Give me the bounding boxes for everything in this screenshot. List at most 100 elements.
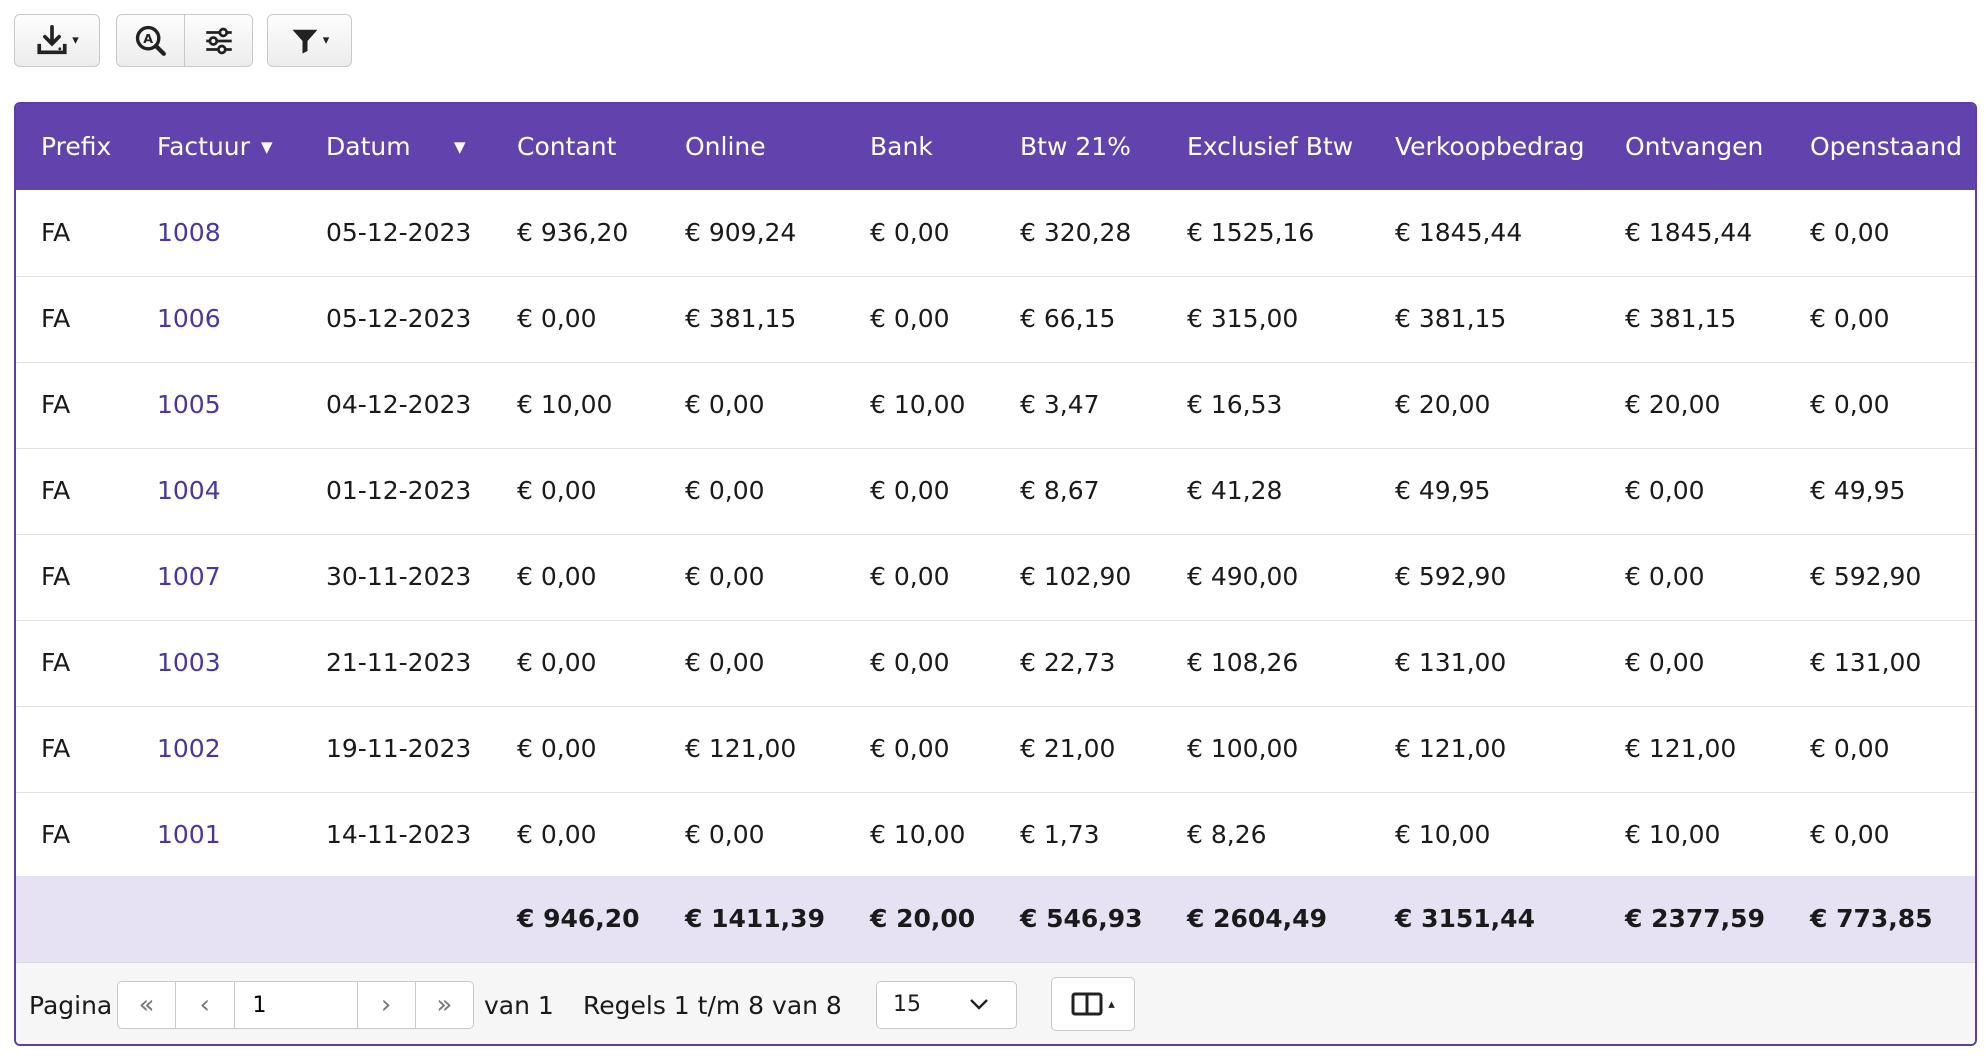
- sliders-icon: [205, 27, 232, 54]
- sort-caret-icon[interactable]: ▼: [454, 138, 466, 156]
- cell-openstaand: € 131,00: [1810, 648, 1922, 677]
- table-row[interactable]: FA 1008 05-12-2023 € 936,20 € 909,24 € 0,00 € …: [16, 190, 1975, 277]
- invoice-link[interactable]: 1007: [157, 562, 221, 591]
- records-info: Regels 1 t/m 8 van 8: [583, 991, 842, 1020]
- cell-online: € 0,00: [685, 390, 765, 419]
- zoom-button[interactable]: A: [117, 15, 184, 66]
- cell-openstaand: € 49,95: [1810, 476, 1906, 505]
- cell-verkoopbedrag: € 131,00: [1395, 648, 1507, 677]
- column-header-prefix[interactable]: Prefix: [41, 132, 112, 161]
- cell-datum: 14-11-2023: [326, 820, 472, 849]
- invoice-link[interactable]: 1003: [157, 648, 221, 677]
- cell-prefix: FA: [41, 820, 71, 849]
- total-bank: € 20,00: [870, 904, 976, 933]
- page-navigator: « ‹ › »: [117, 981, 474, 1029]
- column-settings-button[interactable]: [184, 15, 252, 66]
- cell-online: € 381,15: [685, 304, 797, 333]
- column-header-online[interactable]: Online: [685, 132, 766, 161]
- cell-btw: € 21,00: [1020, 734, 1116, 763]
- column-layout-button[interactable]: ▴: [1051, 977, 1135, 1031]
- cell-contant: € 0,00: [517, 734, 597, 763]
- cell-verkoopbedrag: € 121,00: [1395, 734, 1507, 763]
- totals-row: € 946,20 € 1411,39 € 20,00 € 546,93 € 26…: [16, 876, 1975, 962]
- page-number-input[interactable]: [234, 982, 357, 1028]
- filter-button[interactable]: ▾: [267, 14, 352, 67]
- cell-bank: € 10,00: [870, 820, 966, 849]
- cell-verkoopbedrag: € 20,00: [1395, 390, 1491, 419]
- cell-datum: 19-11-2023: [326, 734, 472, 763]
- cell-online: € 0,00: [685, 648, 765, 677]
- table-row[interactable]: FA 1001 14-11-2023 € 0,00 € 0,00 € 10,00 € 1,7…: [16, 792, 1975, 879]
- cell-contant: € 0,00: [517, 648, 597, 677]
- cell-datum: 05-12-2023: [326, 304, 472, 333]
- cell-online: € 909,24: [685, 218, 797, 247]
- cell-verkoopbedrag: € 592,90: [1395, 562, 1507, 591]
- cell-bank: € 0,00: [870, 304, 950, 333]
- cell-datum: 05-12-2023: [326, 218, 472, 247]
- invoice-link[interactable]: 1004: [157, 476, 221, 505]
- cell-ontvangen: € 10,00: [1625, 820, 1721, 849]
- cell-bank: € 0,00: [870, 476, 950, 505]
- total-contant: € 946,20: [517, 904, 640, 933]
- table-row[interactable]: FA 1003 21-11-2023 € 0,00 € 0,00 € 0,00 € 22,7…: [16, 620, 1975, 707]
- column-header-factuur[interactable]: Factuur: [157, 132, 250, 161]
- column-header-btw[interactable]: Btw 21%: [1020, 132, 1131, 161]
- cell-ontvangen: € 0,00: [1625, 562, 1705, 591]
- first-page-button[interactable]: «: [118, 982, 177, 1028]
- cell-openstaand: € 0,00: [1810, 218, 1890, 247]
- invoice-link[interactable]: 1005: [157, 390, 221, 419]
- column-header-bank[interactable]: Bank: [870, 132, 933, 161]
- cell-bank: € 0,00: [870, 218, 950, 247]
- last-page-button[interactable]: »: [414, 982, 473, 1028]
- table-row[interactable]: FA 1004 01-12-2023 € 0,00 € 0,00 € 0,00 € 8,67…: [16, 448, 1975, 535]
- pager: Pagina « ‹ › » van 1 Regels 1 t/m 8 van …: [16, 962, 1975, 1044]
- column-header-exclusief-btw[interactable]: Exclusief Btw: [1187, 132, 1354, 161]
- cell-btw: € 320,28: [1020, 218, 1132, 247]
- total-openstaand: € 773,85: [1810, 904, 1933, 933]
- invoice-link[interactable]: 1001: [157, 820, 221, 849]
- chevron-up-icon: ▴: [1108, 996, 1115, 1012]
- cell-prefix: FA: [41, 562, 71, 591]
- column-header-verkoopbedrag[interactable]: Verkoopbedrag: [1395, 132, 1585, 161]
- cell-exclusief-btw: € 8,26: [1187, 820, 1267, 849]
- invoice-link[interactable]: 1008: [157, 218, 221, 247]
- cell-prefix: FA: [41, 218, 71, 247]
- page-size-select[interactable]: 15: [876, 981, 1017, 1029]
- cell-openstaand: € 0,00: [1810, 390, 1890, 419]
- cell-btw: € 102,90: [1020, 562, 1132, 591]
- chevron-down-icon: [968, 982, 990, 1044]
- invoice-link[interactable]: 1002: [157, 734, 221, 763]
- table-row[interactable]: FA 1006 05-12-2023 € 0,00 € 381,15 € 0,00 € 66…: [16, 276, 1975, 363]
- cell-ontvangen: € 20,00: [1625, 390, 1721, 419]
- cell-openstaand: € 592,90: [1810, 562, 1922, 591]
- column-header-openstaand[interactable]: Openstaand: [1810, 132, 1962, 161]
- page-size-value: 15: [893, 992, 921, 1017]
- next-page-button[interactable]: ›: [356, 982, 415, 1028]
- cell-prefix: FA: [41, 390, 71, 419]
- export-button[interactable]: ▾: [14, 14, 100, 67]
- cell-datum: 04-12-2023: [326, 390, 472, 419]
- sort-caret-icon[interactable]: ▼: [261, 138, 273, 156]
- cell-contant: € 936,20: [517, 218, 629, 247]
- cell-ontvangen: € 0,00: [1625, 476, 1705, 505]
- cell-datum: 21-11-2023: [326, 648, 472, 677]
- cell-contant: € 0,00: [517, 304, 597, 333]
- table-row[interactable]: FA 1007 30-11-2023 € 0,00 € 0,00 € 0,00 € 102,…: [16, 534, 1975, 621]
- cell-prefix: FA: [41, 304, 71, 333]
- column-header-datum[interactable]: Datum: [326, 132, 411, 161]
- invoice-link[interactable]: 1006: [157, 304, 221, 333]
- cell-datum: 01-12-2023: [326, 476, 472, 505]
- table-row[interactable]: FA 1005 04-12-2023 € 10,00 € 0,00 € 10,00 € 3,…: [16, 362, 1975, 449]
- prev-page-button[interactable]: ‹: [176, 982, 235, 1028]
- table-row[interactable]: FA 1002 19-11-2023 € 0,00 € 121,00 € 0,00 € 21…: [16, 706, 1975, 793]
- cell-bank: € 0,00: [870, 562, 950, 591]
- cell-ontvangen: € 381,15: [1625, 304, 1737, 333]
- column-header-ontvangen[interactable]: Ontvangen: [1625, 132, 1764, 161]
- cell-ontvangen: € 0,00: [1625, 648, 1705, 677]
- filter-icon: [292, 29, 318, 53]
- column-header-contant[interactable]: Contant: [517, 132, 617, 161]
- cell-online: € 0,00: [685, 476, 765, 505]
- chevron-down-icon: ▾: [322, 33, 330, 48]
- cell-exclusief-btw: € 108,26: [1187, 648, 1299, 677]
- cell-verkoopbedrag: € 1845,44: [1395, 218, 1523, 247]
